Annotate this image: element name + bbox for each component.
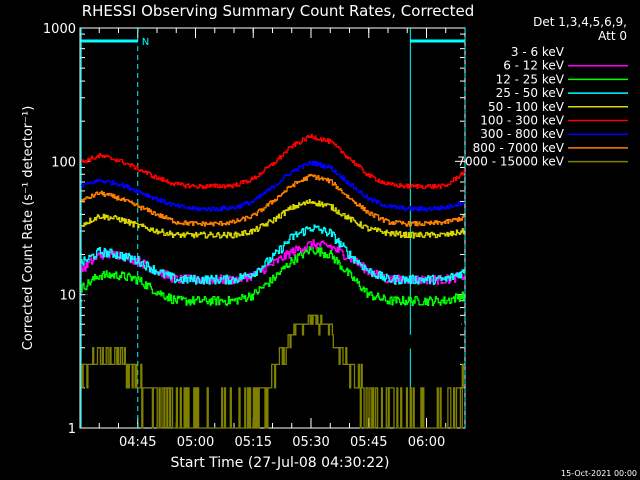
legend-label: 12 - 25 keV: [496, 72, 565, 86]
series-800-7000-kev: [81, 173, 465, 227]
legend-label: 800 - 7000 keV: [473, 141, 565, 155]
legend-label: 50 - 100 keV: [488, 100, 565, 114]
y-tick-label: 10: [59, 289, 76, 304]
x-tick-label: 06:00: [408, 435, 445, 450]
legend-header-line-2: Att 0: [598, 29, 627, 43]
y-axis-label: Corrected Count Rate (s⁻¹ detector⁻¹): [21, 106, 36, 351]
night-marker-label: N: [142, 37, 149, 48]
x-tick-label: 05:15: [235, 435, 272, 450]
legend-label: 6 - 12 keV: [503, 59, 565, 73]
series-3-6-kev: [81, 255, 465, 349]
series-6-12-kev: [81, 239, 465, 285]
series-300-800-kev: [81, 160, 465, 212]
series-50-100-kev: [81, 199, 465, 239]
legend-label: 300 - 800 keV: [480, 127, 564, 141]
series-25-50-kev: [81, 224, 465, 285]
x-tick-label: 05:00: [177, 435, 214, 450]
legend-header-line-1: Det 1,3,4,5,6,9,: [533, 15, 627, 29]
x-tick-label: 05:30: [292, 435, 329, 450]
y-tick-label: 100: [51, 155, 76, 170]
y-tick-label: 1000: [43, 22, 76, 37]
series-100-300-kev: [81, 133, 465, 190]
legend-label: 100 - 300 keV: [480, 114, 564, 128]
y-tick-label: 1: [68, 422, 76, 437]
chart-title: RHESSI Observing Summary Count Rates, Co…: [82, 2, 475, 20]
legend-label: 25 - 50 keV: [496, 86, 565, 100]
x-tick-label: 05:45: [350, 435, 387, 450]
series-7000-15000-kev: [81, 314, 465, 429]
x-tick-label: 04:45: [119, 435, 156, 450]
legend-label: 3 - 6 keV: [511, 45, 565, 59]
series-12-25-kev: [81, 246, 465, 307]
x-axis-label: Start Time (27-Jul-08 04:30:22): [170, 455, 389, 471]
legend-label: 7000 - 15000 keV: [457, 155, 564, 169]
footer-date: 15-Oct-2021 00:00: [561, 469, 637, 478]
